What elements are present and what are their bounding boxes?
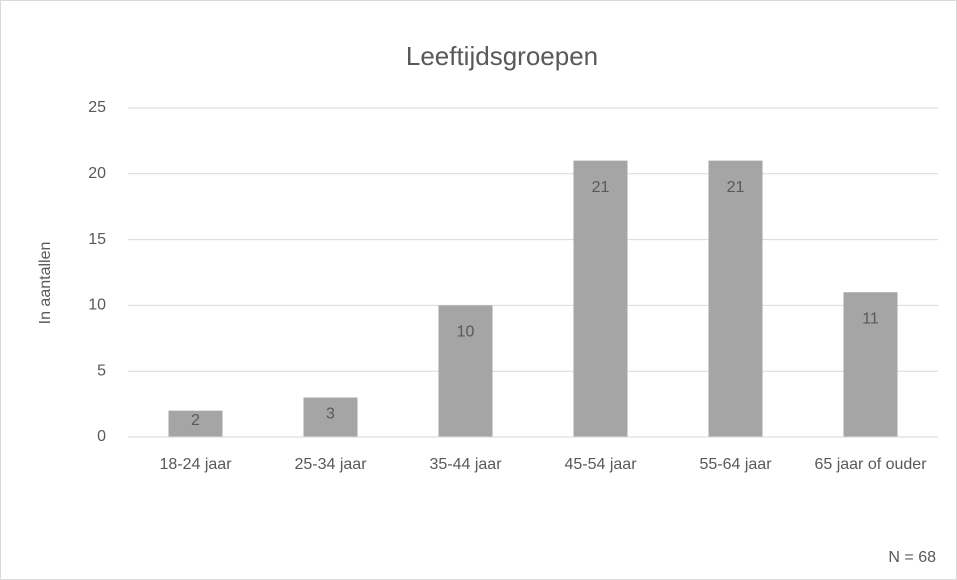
x-tick-label-box: 35-44 jaar — [429, 456, 502, 473]
bar — [168, 410, 223, 437]
data-label: 21 — [592, 179, 610, 196]
x-tick-label: 35-44 jaar — [429, 456, 502, 473]
x-tick-label: 18-24 jaar — [159, 456, 232, 473]
data-label: 11 — [862, 310, 879, 327]
y-tick-label: 25 — [88, 99, 106, 116]
x-tick-label-box: 65 jaar of ouder — [814, 456, 927, 473]
x-tick-label: 55-64 jaar — [699, 456, 772, 473]
y-tick-label: 15 — [88, 231, 106, 248]
y-tick-label: 0 — [97, 428, 106, 445]
data-label: 21 — [727, 179, 745, 196]
y-tick-label: 5 — [97, 362, 106, 379]
y-tick-label: 10 — [88, 297, 106, 314]
x-tick-label: 65 jaar of ouder — [814, 456, 927, 473]
data-label: 2 — [191, 412, 200, 429]
bar — [573, 160, 628, 437]
x-tick-label-box: 25-34 jaar — [294, 456, 367, 473]
x-tick-label: 25-34 jaar — [294, 456, 367, 473]
bar — [303, 397, 358, 437]
annotation: N = 68 — [888, 549, 936, 566]
y-axis-label: In aantallen — [37, 242, 54, 325]
y-tick-label: 20 — [88, 165, 106, 182]
x-tick-label-box: 18-24 jaar — [159, 456, 232, 473]
data-label: 3 — [326, 405, 335, 422]
data-label: 10 — [457, 324, 475, 341]
chart-title: Leeftijdsgroepen — [406, 41, 598, 71]
bar — [843, 292, 898, 437]
x-tick-label-box: 45-54 jaar — [564, 456, 637, 473]
bar — [708, 160, 763, 437]
x-tick-label-box: 55-64 jaar — [699, 456, 772, 473]
bar — [438, 305, 493, 437]
x-tick-label: 45-54 jaar — [564, 456, 637, 473]
